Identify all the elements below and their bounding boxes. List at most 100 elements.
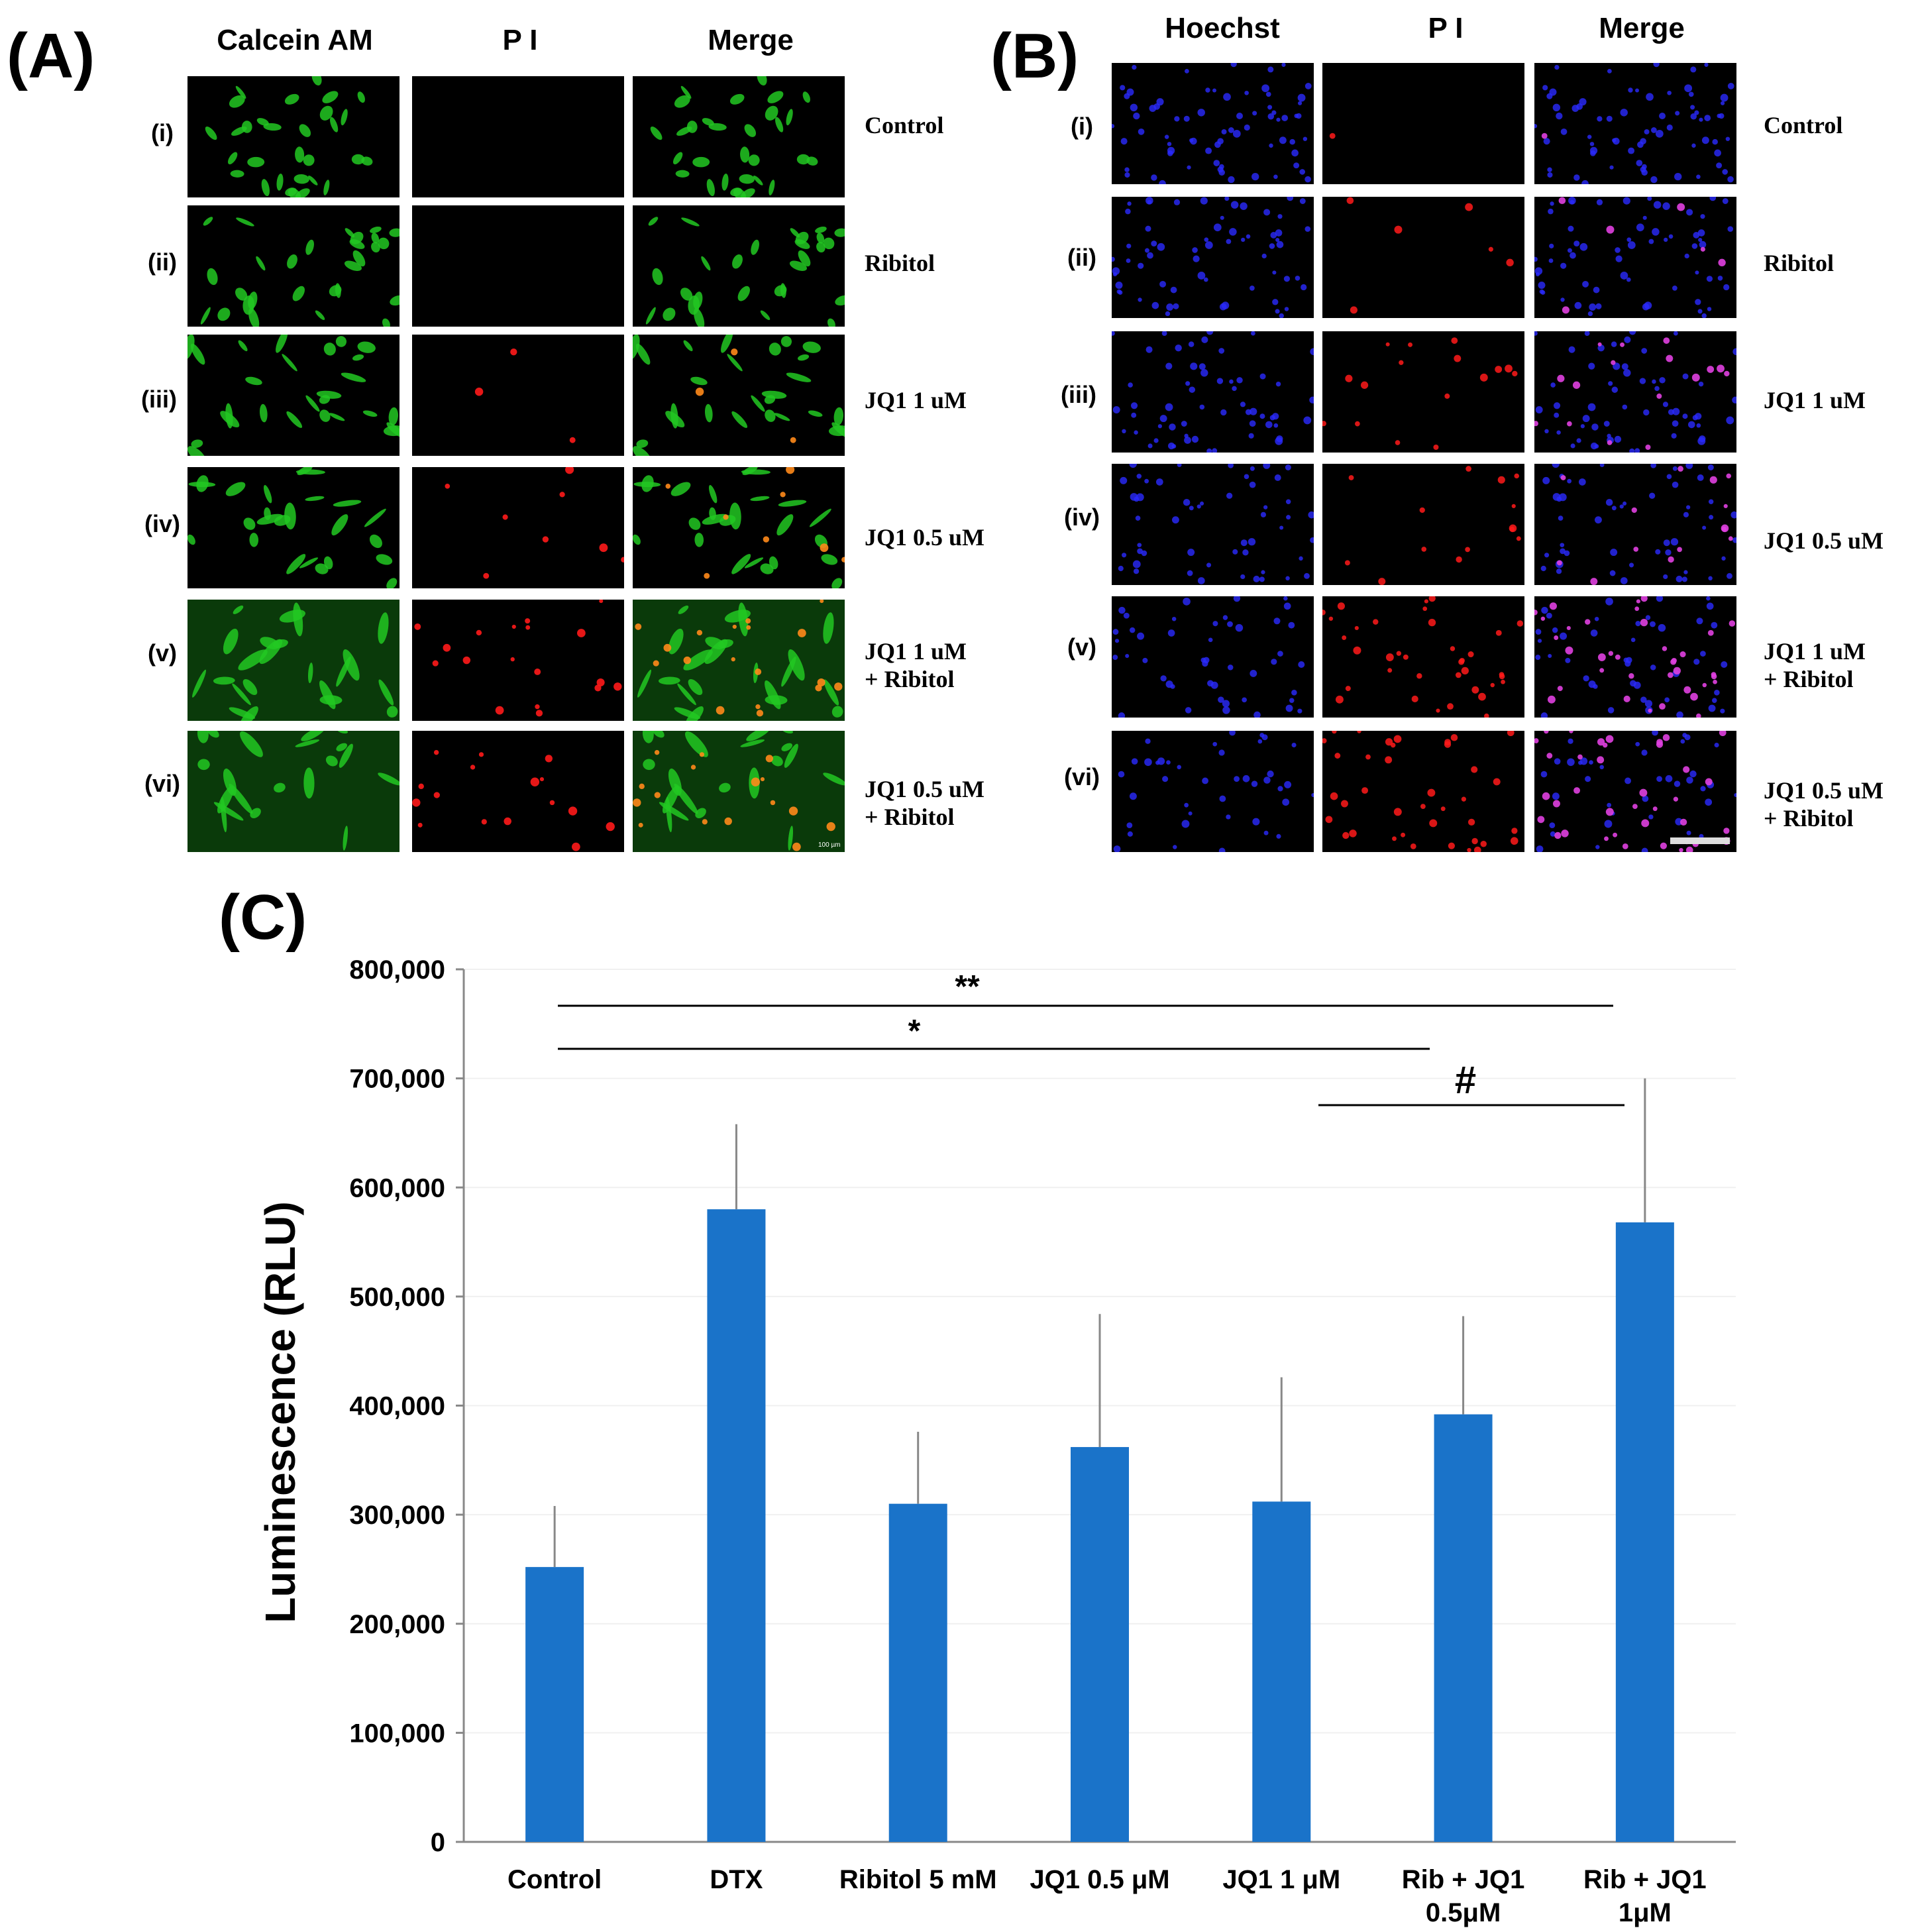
y-tick-label: 800,000 [349, 955, 445, 985]
y-tick-label: 700,000 [349, 1065, 445, 1094]
panel-b-condition: JQ1 1 uM + Ribitol [1764, 638, 1866, 692]
calcein-image [187, 76, 399, 197]
panel-c-letter: (C) [219, 882, 307, 953]
panel-b-letter: (B) [990, 21, 1079, 91]
x-tick-label: Rib + JQ1 [1583, 1865, 1707, 1894]
panel-a-row-label: (iii) [141, 386, 177, 413]
y-tick-label: 200,000 [349, 1610, 445, 1639]
pi-image [412, 731, 624, 852]
panel-a-row-label: (i) [151, 119, 174, 146]
x-tick-label: Ribitol 5 mM [839, 1865, 997, 1894]
scale-bar-label: 100 µm [818, 841, 841, 849]
merge-image [1534, 731, 1736, 852]
panel-a-col-merge: Merge [708, 24, 794, 56]
pi-image [412, 205, 624, 327]
merge-image [1534, 464, 1736, 585]
panel-a-row-label: (ii) [148, 248, 177, 276]
panel-b-col-hoechst: Hoechst [1165, 12, 1280, 44]
panel-b-row-label: (i) [1071, 113, 1093, 140]
hoechst-image [1112, 596, 1314, 718]
panel-a-condition: Control [865, 112, 944, 138]
bar [1071, 1447, 1129, 1842]
panel-b-col-merge: Merge [1599, 12, 1685, 44]
y-tick-label: 400,000 [349, 1392, 445, 1421]
panel-b-row-label: (v) [1067, 633, 1096, 661]
panel-a-condition: JQ1 1 uM + Ribitol [865, 638, 967, 692]
pi-image [412, 600, 624, 721]
panel-b-condition: JQ1 0.5 uM [1764, 527, 1884, 554]
y-tick-label: 600,000 [349, 1173, 445, 1203]
panel-a-condition: JQ1 0.5 uM [865, 524, 985, 551]
merge-image [1534, 197, 1736, 318]
calcein-image [187, 205, 399, 327]
panel-a-col-calcein: Calcein AM [217, 24, 373, 56]
panel-a-row-label: (v) [148, 639, 177, 667]
pi-image [412, 76, 624, 197]
y-tick-label: 300,000 [349, 1501, 445, 1530]
calcein-image [187, 600, 399, 721]
pi-image [1322, 331, 1524, 453]
panel-a-condition: JQ1 1 uM [865, 387, 967, 413]
pi-image [412, 335, 624, 456]
significance-label: # [1455, 1059, 1476, 1102]
bar [1615, 1222, 1674, 1842]
panel-b-condition: JQ1 0.5 uM + Ribitol [1764, 777, 1884, 832]
panel-b-row-label: (iii) [1061, 381, 1096, 408]
calcein-image [187, 335, 399, 456]
merge-image [633, 335, 845, 456]
pi-image [1322, 464, 1524, 585]
x-tick-label: Control [507, 1865, 602, 1894]
panel-b-row-label: (iv) [1064, 504, 1100, 531]
panel-b-condition: Control [1764, 112, 1843, 138]
hoechst-image [1112, 331, 1314, 453]
pi-image [1322, 63, 1524, 184]
bar [707, 1209, 766, 1842]
panel-a-row-label: (vi) [144, 770, 180, 797]
x-tick-label: 1μM [1619, 1898, 1672, 1927]
panel-a-row-label: (iv) [144, 510, 180, 537]
panel-b-condition: JQ1 1 uM [1764, 387, 1866, 413]
calcein-image [187, 467, 399, 588]
merge-image: 100 µm [633, 731, 845, 852]
x-tick-label: Rib + JQ1 [1402, 1865, 1525, 1894]
y-tick-label: 500,000 [349, 1283, 445, 1312]
panel-b-row-label: (ii) [1067, 244, 1096, 271]
x-tick-label: JQ1 1 μM [1222, 1865, 1340, 1894]
hoechst-image [1112, 731, 1314, 852]
merge-image [1534, 63, 1736, 184]
merge-image [1534, 596, 1736, 718]
y-axis-label: Luminescence (RLU) [256, 1201, 304, 1623]
panel-b-row-label: (vi) [1064, 763, 1100, 790]
pi-image [412, 467, 624, 588]
merge-image [633, 467, 845, 588]
x-tick-label: DTX [710, 1865, 763, 1894]
bar [1252, 1501, 1311, 1842]
scale-bar [1670, 837, 1730, 844]
merge-image [1534, 331, 1736, 453]
panel-a-letter: (A) [7, 21, 95, 91]
hoechst-image [1112, 197, 1314, 318]
panel-a-condition: Ribitol [865, 250, 935, 276]
panel-b-condition: Ribitol [1764, 250, 1835, 276]
merge-image [633, 600, 845, 721]
bar [888, 1503, 947, 1842]
y-tick-label: 100,000 [349, 1719, 445, 1748]
panel-a-col-pi: P I [502, 24, 538, 56]
significance-label: ** [955, 969, 980, 1004]
merge-image [633, 76, 845, 197]
pi-image [1322, 731, 1524, 852]
calcein-image [187, 731, 399, 852]
hoechst-image [1112, 464, 1314, 585]
merge-image [633, 205, 845, 327]
significance-label: * [908, 1014, 921, 1049]
panel-b-col-pi: P I [1428, 12, 1464, 44]
x-tick-label: JQ1 0.5 μM [1030, 1865, 1169, 1894]
pi-image [1322, 197, 1524, 318]
bar [525, 1567, 584, 1842]
x-tick-label: 0.5μM [1426, 1898, 1501, 1927]
y-tick-label: 0 [431, 1828, 445, 1857]
bar [1434, 1414, 1493, 1842]
panel-a-condition: JQ1 0.5 uM + Ribitol [865, 776, 985, 830]
hoechst-image [1112, 63, 1314, 184]
